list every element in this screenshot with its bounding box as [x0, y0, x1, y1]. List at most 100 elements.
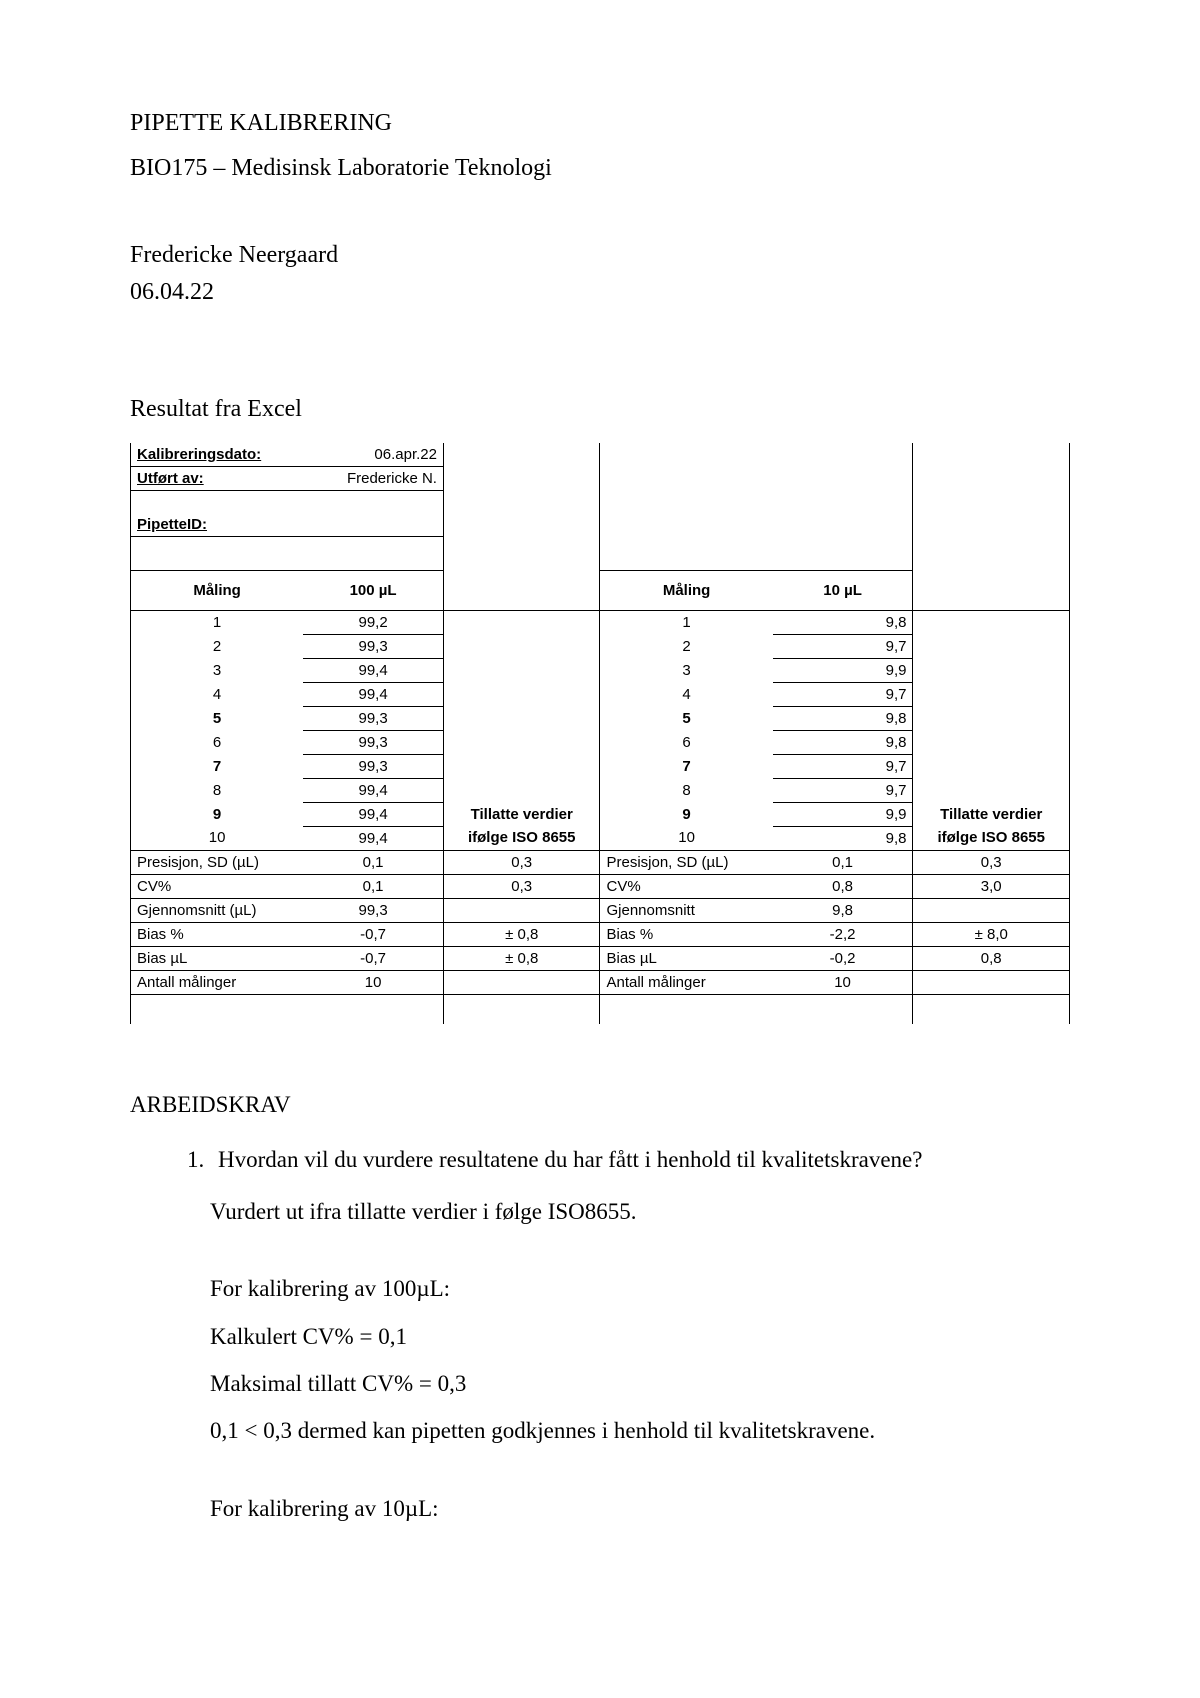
row-n: 6 — [600, 730, 773, 754]
excel-heading: Resultat fra Excel — [130, 396, 1070, 423]
row-v: 9,9 — [773, 658, 913, 682]
row-n: 3 — [131, 658, 304, 682]
stat-allow: 0,8 — [913, 946, 1070, 970]
row-n: 2 — [131, 634, 304, 658]
stat-allow — [913, 898, 1070, 922]
col-header: 100 µL — [303, 570, 443, 610]
p3: Maksimal tillatt CV% = 0,3 — [130, 1363, 1070, 1404]
row-n: 9 — [600, 802, 773, 826]
stat-val: 0,8 — [773, 874, 913, 898]
stat-label: Bias % — [131, 922, 304, 946]
row-v: 99,4 — [303, 658, 443, 682]
stat-val: 9,8 — [773, 898, 913, 922]
row-n: 10 — [600, 826, 773, 850]
col-header: Måling — [131, 570, 304, 610]
row-v: 99,2 — [303, 610, 443, 634]
document-date: 06.04.22 — [130, 279, 1070, 306]
row-v: 9,8 — [773, 610, 913, 634]
stat-allow — [913, 970, 1070, 994]
row-n: 9 — [131, 802, 304, 826]
row-v: 9,9 — [773, 802, 913, 826]
stat-allow — [443, 970, 600, 994]
tillatte-label: Tillatte verdier — [913, 802, 1070, 826]
stat-label: Bias µL — [131, 946, 304, 970]
stat-label: Gjennomsnitt (µL) — [131, 898, 304, 922]
row-n: 7 — [131, 754, 304, 778]
tillatte-label: Tillatte verdier — [443, 802, 600, 826]
col-header: 10 µL — [773, 570, 913, 610]
row-v: 9,7 — [773, 754, 913, 778]
stat-allow: ± 0,8 — [443, 922, 600, 946]
row-v: 99,4 — [303, 826, 443, 850]
calibration-table: Kalibreringsdato: 06.apr.22 Utført av: F… — [130, 443, 1070, 1024]
row-v: 99,4 — [303, 778, 443, 802]
stat-allow: 3,0 — [913, 874, 1070, 898]
stat-val: 0,1 — [303, 850, 443, 874]
row-v: 99,3 — [303, 634, 443, 658]
stat-allow: ± 8,0 — [913, 922, 1070, 946]
row-n: 7 — [600, 754, 773, 778]
p1: For kalibrering av 100µL: — [130, 1268, 1070, 1309]
p4: 0,1 < 0,3 dermed kan pipetten godkjennes… — [130, 1410, 1070, 1451]
stat-label: Gjennomsnitt — [600, 898, 773, 922]
stat-val: 0,1 — [773, 850, 913, 874]
stat-val: 0,1 — [303, 874, 443, 898]
row-v: 99,4 — [303, 682, 443, 706]
stat-val: -0,7 — [303, 922, 443, 946]
row-v: 99,3 — [303, 754, 443, 778]
row-n: 4 — [600, 682, 773, 706]
stat-allow: 0,3 — [443, 850, 600, 874]
row-n: 5 — [600, 706, 773, 730]
stat-val: -2,2 — [773, 922, 913, 946]
row-v: 9,7 — [773, 682, 913, 706]
row-n: 3 — [600, 658, 773, 682]
row-n: 4 — [131, 682, 304, 706]
row-n: 1 — [131, 610, 304, 634]
q1b-text: Vurdert ut ifra tillatte verdier i følge… — [130, 1191, 1070, 1232]
document-author: Fredericke Neergaard — [130, 242, 1070, 269]
stat-allow: ± 0,8 — [443, 946, 600, 970]
stat-label: Bias µL — [600, 946, 773, 970]
meta-value: Fredericke N. — [303, 467, 443, 491]
tillatte-label: ifølge ISO 8655 — [913, 826, 1070, 850]
meta-label: Kalibreringsdato: — [131, 443, 304, 467]
stat-allow — [443, 898, 600, 922]
stat-label: Antall målinger — [600, 970, 773, 994]
row-n: 5 — [131, 706, 304, 730]
meta-value — [303, 513, 443, 537]
p5: For kalibrering av 10µL: — [130, 1488, 1070, 1529]
stat-label: CV% — [600, 874, 773, 898]
row-v: 9,8 — [773, 826, 913, 850]
stat-label: Presisjon, SD (µL) — [600, 850, 773, 874]
row-v: 99,3 — [303, 730, 443, 754]
stat-label: Antall målinger — [131, 970, 304, 994]
stat-val: 10 — [303, 970, 443, 994]
document-title: PIPETTE KALIBRERING — [130, 110, 1070, 137]
stat-label: Bias % — [600, 922, 773, 946]
p2: Kalkulert CV% = 0,1 — [130, 1316, 1070, 1357]
q1-text: Hvordan vil du vurdere resultatene du ha… — [218, 1147, 922, 1172]
document-subtitle: BIO175 – Medisinsk Laboratorie Teknologi — [130, 155, 1070, 182]
stat-val: -0,7 — [303, 946, 443, 970]
meta-label: Utført av: — [131, 467, 304, 491]
meta-value: 06.apr.22 — [303, 443, 443, 467]
row-v: 99,4 — [303, 802, 443, 826]
stat-val: 99,3 — [303, 898, 443, 922]
stat-val: 10 — [773, 970, 913, 994]
row-v: 9,7 — [773, 634, 913, 658]
stat-label: CV% — [131, 874, 304, 898]
stat-allow: 0,3 — [913, 850, 1070, 874]
row-v: 9,8 — [773, 706, 913, 730]
arbeidskrav-heading: ARBEIDSKRAV — [130, 1084, 1070, 1125]
stat-label: Presisjon, SD (µL) — [131, 850, 304, 874]
row-n: 8 — [600, 778, 773, 802]
row-v: 9,7 — [773, 778, 913, 802]
row-v: 9,8 — [773, 730, 913, 754]
row-n: 10 — [131, 826, 304, 850]
meta-label: PipetteID: — [131, 513, 304, 537]
row-n: 1 — [600, 610, 773, 634]
tillatte-label: ifølge ISO 8655 — [443, 826, 600, 850]
row-n: 8 — [131, 778, 304, 802]
row-n: 6 — [131, 730, 304, 754]
row-v: 99,3 — [303, 706, 443, 730]
